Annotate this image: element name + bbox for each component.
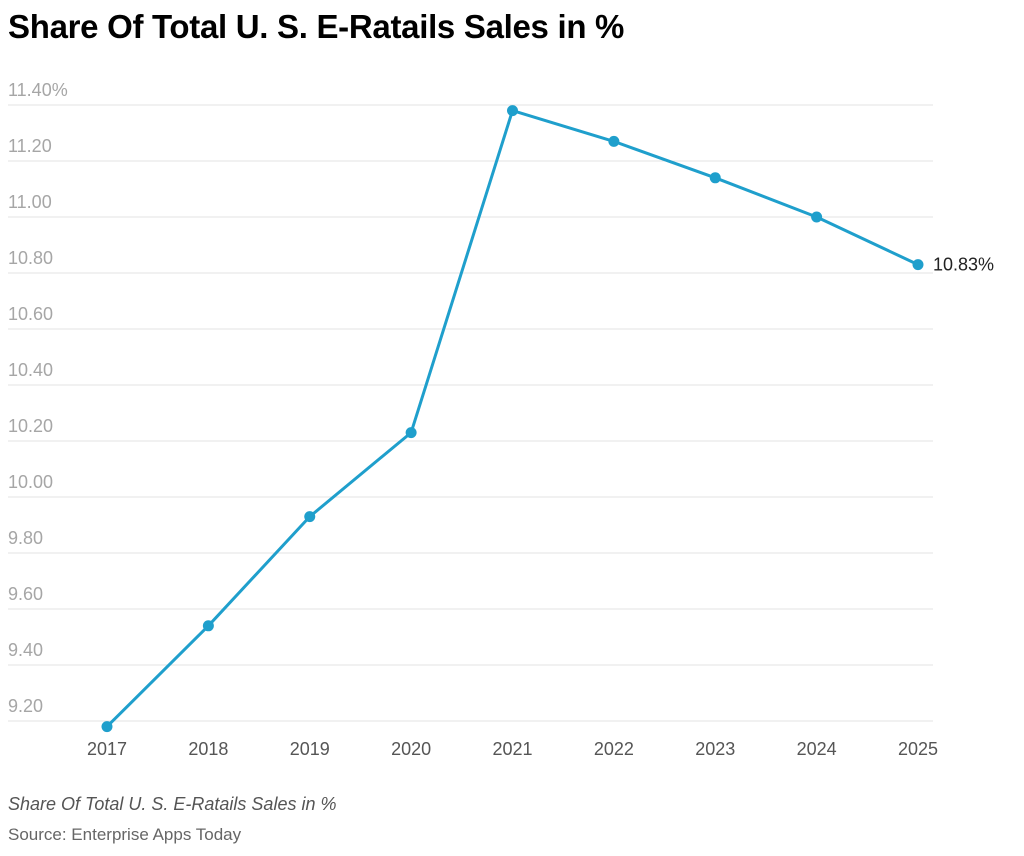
y-tick-label: 9.40 — [8, 640, 43, 660]
chart-title: Share Of Total U. S. E-Ratails Sales in … — [8, 8, 625, 45]
x-tick-label: 2020 — [391, 739, 431, 759]
data-point — [912, 259, 924, 271]
data-point — [608, 135, 620, 147]
y-tick-label: 9.60 — [8, 584, 43, 604]
x-tick-label: 2022 — [594, 739, 634, 759]
data-labels: 10.83% — [933, 255, 994, 275]
data-point — [202, 620, 214, 632]
x-tick-label: 2018 — [188, 739, 228, 759]
x-tick-label: 2021 — [492, 739, 532, 759]
series-line-group — [105, 109, 920, 729]
data-point — [101, 721, 113, 733]
y-tick-label: 9.80 — [8, 528, 43, 548]
x-tick-label: 2019 — [290, 739, 330, 759]
x-tick-label: 2024 — [797, 739, 837, 759]
chart-source: Source: Enterprise Apps Today — [8, 825, 242, 844]
data-point — [507, 105, 518, 117]
y-tick-label: 10.00 — [8, 472, 53, 492]
y-tick-label: 10.60 — [8, 304, 53, 324]
data-point — [304, 511, 316, 523]
y-axis-tick-labels: 9.20 9.40 9.60 9.80 10.00 10.20 10.40 10.60 10.8… — [8, 80, 68, 716]
y-tick-label: 10.80 — [8, 248, 53, 268]
y-tick-label: 9.20 — [8, 696, 43, 716]
x-tick-label: 2025 — [898, 739, 938, 759]
chart-footer-subtitle: Share Of Total U. S. E-Ratails Sales in … — [8, 794, 337, 814]
x-axis-tick-labels: 2017 2018 2019 2020 2021 2022 2023 2024 2025 — [87, 739, 938, 759]
y-tick-label: 10.40 — [8, 360, 53, 380]
y-tick-label: 11.20 — [8, 136, 52, 156]
gridlines — [8, 104, 933, 722]
series-line — [105, 109, 920, 729]
y-tick-label: 11.00 — [8, 192, 52, 212]
data-point — [811, 211, 823, 223]
y-tick-label: 11.40% — [8, 80, 68, 100]
x-tick-label: 2023 — [695, 739, 735, 759]
x-tick-label: 2017 — [87, 739, 127, 759]
data-points — [101, 105, 924, 733]
data-point — [709, 172, 721, 184]
data-label-last-value: 10.83% — [933, 255, 994, 275]
data-point — [405, 427, 417, 439]
y-tick-label: 10.20 — [8, 416, 53, 436]
